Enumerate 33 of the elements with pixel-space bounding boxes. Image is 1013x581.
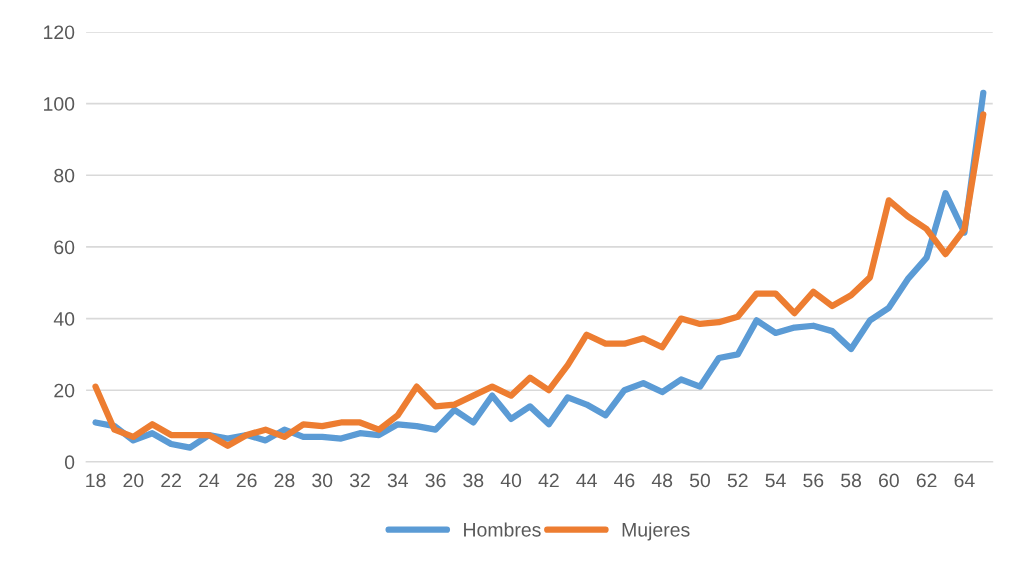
x-tick-label: 50 (689, 473, 711, 488)
y-tick-label: 40 (53, 312, 75, 326)
y-tick-label: 0 (64, 455, 75, 470)
x-tick-label: 56 (803, 473, 824, 488)
x-tick-label: 26 (236, 473, 257, 488)
x-tick-label: 28 (274, 473, 295, 488)
x-tick-label: 30 (312, 473, 333, 488)
x-tick-label: 24 (199, 473, 220, 488)
x-tick-label: 36 (425, 473, 446, 488)
y-tick-label: 100 (44, 97, 75, 111)
x-tick-label: 54 (765, 473, 786, 488)
y-tick-label: 80 (54, 168, 75, 183)
x-tick-label: 40 (500, 473, 522, 488)
x-tick-label: 32 (349, 473, 370, 488)
x-tick-label: 52 (727, 473, 748, 488)
x-tick-label: 48 (651, 473, 673, 488)
x-tick-label: 38 (463, 473, 484, 488)
x-tick-label: 20 (123, 473, 144, 488)
x-tick-label: 64 (954, 473, 975, 488)
x-tick-label: 44 (576, 473, 597, 488)
x-tick-label: 22 (161, 473, 181, 488)
y-tick-label: 120 (44, 25, 75, 40)
x-tick-label: 18 (86, 473, 106, 488)
x-tick-label: 62 (916, 473, 937, 488)
x-tick-label: 42 (538, 473, 559, 488)
x-tick-label: 34 (387, 473, 409, 488)
y-tick-label: 20 (54, 383, 75, 398)
legend-label: Mujeres (622, 522, 690, 541)
y-tick-label: 60 (54, 240, 75, 255)
legend-label: Hombres (464, 522, 541, 537)
x-tick-label: 46 (614, 473, 635, 488)
x-tick-label: 58 (841, 473, 862, 488)
x-tick-label: 60 (879, 473, 899, 488)
